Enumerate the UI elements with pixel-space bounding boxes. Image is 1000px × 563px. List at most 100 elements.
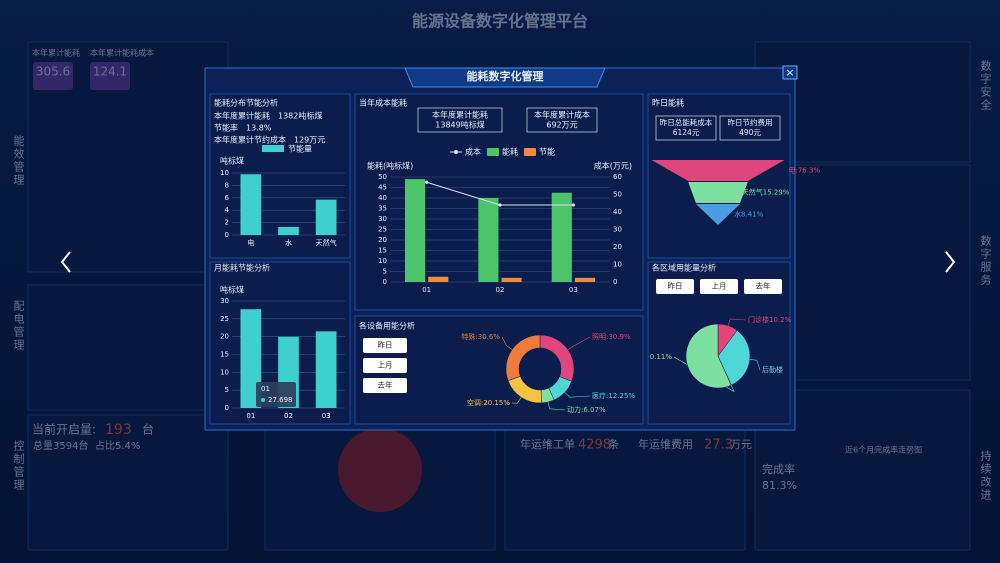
pie-slice [717,329,751,386]
filter-label[interactable]: 昨日 [378,340,393,350]
legend-swatch [487,148,499,156]
kpi-box [719,115,781,141]
wo-label: 年运维工单 [520,437,575,451]
leader-line [501,336,513,350]
filter-button[interactable] [700,279,738,294]
tooltip [256,382,296,407]
y-tick-label: 5 [383,268,387,276]
modal-title: 能耗数字化管理 [467,69,544,83]
y-tick-label: 0 [225,404,229,412]
filter-button[interactable] [363,378,407,393]
line-point [571,203,575,207]
bar [315,331,337,408]
x-tick-label: 01 [422,286,431,294]
leader-line [547,401,566,411]
filter-label[interactable]: 去年 [756,281,771,291]
x-tick-label: 天然气 [316,238,337,247]
funnel-segment [695,204,741,225]
bar [405,179,426,282]
filter-button[interactable] [363,338,407,353]
x-tick-label: 03 [569,286,578,294]
y-tick-label: 4 [225,206,230,214]
open-total: 总量3594台 [33,439,88,452]
slice-label: 照明:30.9% [592,333,631,341]
close-icon[interactable]: × [785,66,794,79]
kpi-label: 本年度累计成本 [534,110,590,120]
kpi-box [90,62,130,90]
kpi-value: 6124元 [673,128,700,137]
panel-title: 能耗分布节能分析 [214,98,278,108]
y-tick-label: 50 [378,173,387,181]
panel-title: 各区域用能量分析 [652,263,716,273]
tooltip-dot [261,398,265,402]
x-tick-label: 02 [284,412,293,420]
bar [551,192,572,282]
pie-slice [505,334,541,382]
funnel-label: 电:76.3% [789,166,821,175]
bar [428,276,449,282]
filter-button[interactable] [363,358,407,373]
y-tick-label: 15 [378,247,387,255]
y-tick-label: 60 [613,173,622,181]
stat: 节能率 13.8% [214,123,272,133]
bar [478,198,499,282]
wo-unit: 条 [608,437,619,451]
bar [240,309,262,408]
filter-label[interactable]: 昨日 [668,281,683,291]
filter-label[interactable]: 上月 [712,282,727,291]
kpi-label: 昨日节约费用 [728,117,773,127]
kpi-label: 本年累计能耗成本 [90,48,154,58]
funnel-segment [651,160,785,181]
y-tick-label: 25 [220,315,229,323]
completion-value: 81.3% [762,479,797,492]
x-tick-label: 02 [496,286,505,294]
legend-label: 节能 [539,147,555,157]
kpi-value: 305.6 [36,65,70,79]
filter-label[interactable]: 去年 [378,380,393,390]
open-ratio: 占比5.4% [95,439,140,452]
side-tab: 数字服务 [979,235,992,287]
line-point [498,203,502,207]
side-tab: 能效管理 [12,134,25,187]
legend-swatch [262,145,284,152]
bar [315,199,337,235]
line-point [425,180,429,184]
open-unit: 台 [142,422,154,437]
kpi-box [417,107,503,133]
y-tick-label: 40 [378,194,387,202]
leader-line [564,392,591,398]
filter-label[interactable]: 上月 [378,361,393,370]
y-tick-label: 20 [613,243,622,251]
bg-title: 能源设备数字化管理平台 [412,12,588,31]
slice-label: 医疗:12.25% [592,391,635,400]
y-tick-label: 15 [220,351,229,359]
funnel-label: 天然气15.29% [742,188,790,197]
nav-prev[interactable] [60,251,71,273]
filter-button[interactable] [744,279,782,294]
bar [240,174,262,235]
filter-button[interactable] [656,279,694,294]
panel-title: 当年成本能耗 [359,98,407,108]
kpi-label: 本年度累计能耗 [432,110,488,120]
y-tick-label: 10 [220,169,229,177]
wo-value: 27.3 [704,438,733,453]
tooltip-value: 27.698 [268,396,293,404]
side-tab: 配电管理 [12,300,25,352]
y-tick-label: 10 [613,261,622,269]
leader-line [727,318,747,326]
leader-line [567,336,591,351]
side-tab: 持续改进 [979,449,992,502]
modal-header [404,67,606,88]
completion-label: 完成率 [762,462,795,476]
y-tick-label: 30 [378,215,387,223]
y-tick-label: 5 [225,386,229,394]
kpi-value: 490元 [739,128,761,137]
y-tick-label: 20 [378,236,387,244]
close-button[interactable] [782,65,798,80]
side-tab: 数字安全 [979,60,992,112]
kpi-value: 692万元 [546,121,577,130]
y-tick-label: 0 [383,278,387,286]
nav-next[interactable] [945,251,956,273]
panel-title: 各设备用能分析 [359,321,415,331]
